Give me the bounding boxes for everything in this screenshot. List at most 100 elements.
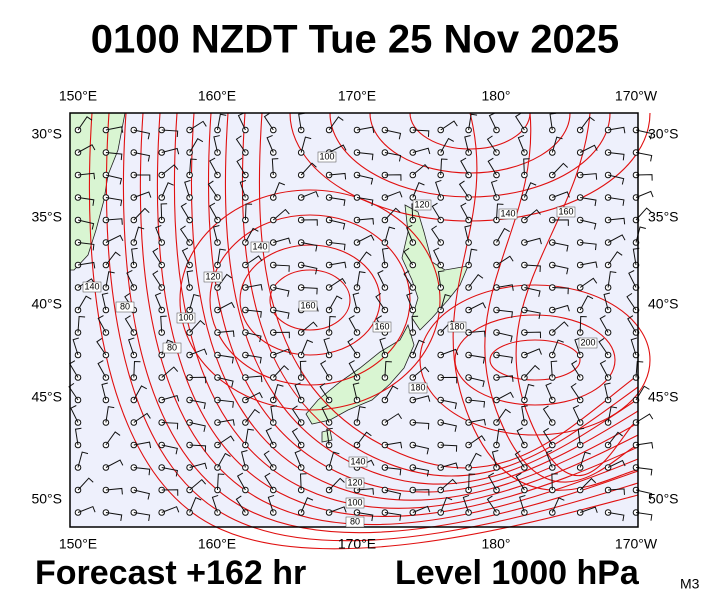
barb	[412, 422, 430, 430]
barb	[552, 242, 569, 252]
barb	[524, 237, 542, 245]
barb	[328, 295, 343, 311]
barb	[329, 261, 347, 269]
barb	[273, 348, 291, 356]
barb	[607, 431, 623, 446]
barb	[217, 301, 235, 311]
barb-station	[465, 194, 472, 201]
barb	[323, 337, 330, 356]
contour-label: 100	[178, 312, 193, 322]
barb	[133, 441, 152, 449]
contour-label-box	[82, 281, 102, 293]
barb	[440, 158, 448, 176]
barb	[607, 251, 623, 266]
barb	[468, 452, 482, 468]
barb	[217, 113, 227, 131]
isobar	[88, 112, 639, 550]
barb	[245, 391, 263, 401]
barb	[101, 292, 109, 311]
barb	[245, 309, 262, 318]
lon-label-bottom: 160°E	[198, 536, 236, 552]
barb	[326, 427, 333, 446]
lon-label-bottom: 170°W	[615, 536, 658, 552]
barb	[189, 348, 208, 356]
barb	[496, 408, 511, 423]
barb	[189, 376, 207, 384]
contour-label: 200	[580, 337, 595, 347]
barb	[496, 375, 514, 382]
barb	[464, 135, 471, 153]
barb	[524, 331, 542, 339]
contour-label: 100	[347, 497, 362, 507]
barb	[635, 467, 653, 476]
barb	[468, 377, 485, 388]
barb	[412, 489, 430, 496]
barb	[299, 473, 307, 491]
barb	[412, 444, 430, 455]
isobar	[179, 189, 441, 411]
barb	[161, 366, 179, 378]
barb	[384, 512, 402, 521]
barb	[184, 179, 191, 198]
barb	[542, 427, 553, 446]
barb	[189, 478, 207, 491]
barb	[468, 330, 486, 338]
barb-station	[325, 396, 333, 404]
barb	[328, 116, 344, 131]
land	[69, 112, 469, 443]
barb	[384, 129, 402, 140]
barb	[180, 202, 191, 221]
barb	[152, 247, 163, 266]
barb	[579, 277, 598, 288]
barb	[300, 321, 318, 333]
barb	[384, 441, 403, 449]
barb	[515, 112, 525, 131]
barb	[577, 427, 585, 446]
contour-label-box	[317, 151, 337, 163]
barb	[72, 337, 80, 356]
barb	[77, 505, 96, 513]
barb	[189, 462, 208, 470]
barb	[552, 264, 569, 275]
barb	[491, 450, 499, 468]
barb	[161, 182, 174, 198]
barb	[161, 422, 179, 430]
isobar	[156, 112, 639, 517]
barb	[217, 354, 234, 364]
barb	[608, 217, 626, 225]
barb	[356, 197, 374, 207]
barb	[245, 354, 262, 364]
barb	[384, 360, 392, 378]
contour-label-box	[556, 206, 576, 218]
lat-label-left: 45°S	[31, 389, 62, 405]
barb	[213, 135, 220, 153]
barb	[77, 172, 96, 180]
barb	[244, 203, 253, 221]
barb	[328, 219, 346, 230]
barb	[384, 467, 402, 476]
barb-station	[381, 351, 389, 359]
barb	[579, 315, 587, 333]
barb	[464, 225, 471, 243]
barb	[468, 113, 478, 131]
barb	[440, 376, 458, 384]
barb	[384, 385, 399, 401]
barb	[217, 435, 235, 446]
contour-label-box	[176, 312, 196, 324]
barb	[319, 382, 330, 401]
barb	[105, 218, 123, 225]
barb	[294, 382, 302, 401]
barb	[105, 459, 124, 468]
lon-label-top: 160°E	[198, 88, 236, 104]
barb	[488, 112, 497, 131]
title: 0100 NZDT Tue 25 Nov 2025	[91, 18, 619, 62]
contour-label: 180	[449, 321, 464, 331]
barb-station	[102, 239, 110, 246]
barb	[545, 449, 553, 468]
barb	[604, 382, 611, 401]
barb	[77, 116, 93, 131]
isobar	[139, 112, 639, 526]
barb	[124, 315, 135, 333]
barb	[328, 315, 336, 333]
barb	[521, 405, 528, 423]
